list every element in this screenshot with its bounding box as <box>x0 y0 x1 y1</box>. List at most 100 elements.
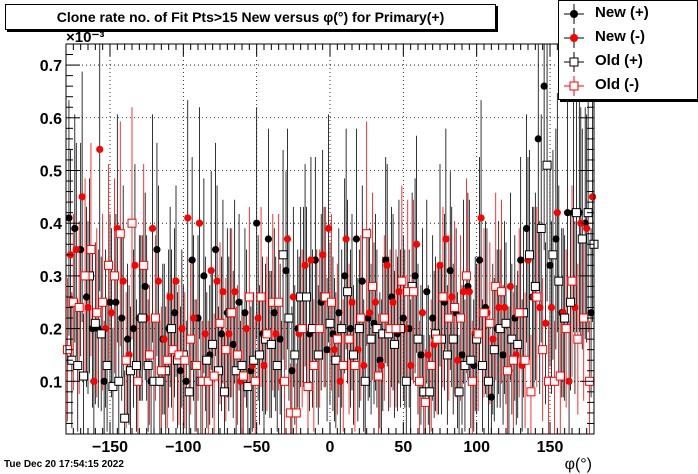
data-point <box>313 350 323 360</box>
data-point <box>344 334 354 344</box>
data-point <box>154 277 162 285</box>
data-point <box>522 224 531 233</box>
data-point <box>244 292 254 302</box>
data-point <box>500 303 509 312</box>
data-point <box>373 371 383 381</box>
x-tick-label: −100 <box>165 439 201 456</box>
data-point <box>160 335 168 343</box>
data-point <box>571 208 581 218</box>
data-point <box>477 214 485 222</box>
x-tick-label: 0 <box>326 439 335 456</box>
data-point <box>436 261 444 269</box>
data-point <box>391 324 401 334</box>
data-point <box>343 287 353 297</box>
data-point <box>96 329 106 339</box>
data-point <box>108 382 118 392</box>
data-point <box>508 355 518 365</box>
data-point <box>202 355 212 365</box>
data-point <box>552 235 560 243</box>
data-point <box>120 413 130 423</box>
data-point <box>284 313 294 323</box>
data-point <box>350 360 360 370</box>
data-point <box>495 324 505 334</box>
data-point <box>68 297 78 307</box>
data-point <box>309 360 319 370</box>
data-point <box>467 376 477 386</box>
data-point <box>178 324 186 333</box>
data-point <box>241 309 249 317</box>
data-point <box>549 376 559 386</box>
data-point <box>143 360 153 370</box>
data-point <box>264 235 272 243</box>
data-point <box>133 376 143 386</box>
tick-labels: −150 −100 −50 0 50 100 150 0.1 0.2 0.3 0.4 0.5 0.6 0.… <box>40 58 564 456</box>
data-point <box>145 350 155 360</box>
data-point <box>126 366 136 376</box>
data-point <box>107 309 116 317</box>
data-point <box>337 324 347 334</box>
data-point <box>476 256 484 264</box>
data-point <box>548 250 558 260</box>
data-point <box>389 298 397 306</box>
data-point <box>262 329 272 339</box>
legend-item-old-minus: Old (-) <box>559 74 698 98</box>
data-point <box>260 361 268 370</box>
data-point <box>168 345 178 355</box>
data-point <box>102 360 112 370</box>
data-point <box>514 308 524 318</box>
data-point <box>190 314 198 322</box>
data-point <box>289 293 297 301</box>
data-point <box>473 329 483 339</box>
data-point <box>411 272 419 280</box>
data-point <box>243 382 253 392</box>
data-point <box>354 324 364 334</box>
data-point <box>203 376 213 386</box>
data-point <box>348 298 356 306</box>
data-point <box>429 314 437 322</box>
data-point <box>426 360 436 370</box>
data-point <box>167 324 177 334</box>
data-point <box>90 377 98 385</box>
data-point <box>536 223 546 233</box>
data-point <box>150 313 160 323</box>
data-point <box>454 356 462 364</box>
data-point <box>338 360 348 370</box>
chart-title: Clone rate no. of Fit Pts>15 New versus … <box>5 4 496 30</box>
data-point <box>315 324 325 334</box>
data-point <box>459 288 468 296</box>
data-point <box>442 350 452 360</box>
legend-marker-new-plus <box>564 4 584 24</box>
data-point <box>583 224 591 233</box>
data-point <box>86 245 96 255</box>
data-point <box>346 324 355 333</box>
data-point <box>100 377 108 385</box>
data-point <box>255 350 265 360</box>
data-point <box>254 314 262 322</box>
data-point <box>520 355 530 365</box>
data-point <box>454 387 464 397</box>
data-point <box>219 288 227 296</box>
data-point <box>129 324 138 333</box>
legend-item-new-minus: New (-) <box>559 26 698 50</box>
data-point <box>207 267 215 275</box>
data-point <box>201 330 209 338</box>
x-tick-label: −50 <box>243 439 270 456</box>
data-point <box>502 366 512 376</box>
data-point <box>438 292 448 302</box>
legend-marker-old-minus <box>564 76 584 96</box>
data-point <box>127 218 137 228</box>
data-point <box>560 313 570 323</box>
data-point <box>324 224 333 233</box>
data-point <box>478 360 488 370</box>
data-point <box>423 288 431 296</box>
data-point <box>420 397 430 407</box>
data-point <box>184 214 192 222</box>
data-point <box>587 309 595 317</box>
y-tick-label: 0.2 <box>40 322 62 339</box>
data-point <box>532 292 542 302</box>
data-point <box>217 330 226 338</box>
data-point <box>250 376 260 386</box>
data-point <box>414 376 424 386</box>
data-point <box>209 371 219 381</box>
data-point <box>98 297 108 307</box>
